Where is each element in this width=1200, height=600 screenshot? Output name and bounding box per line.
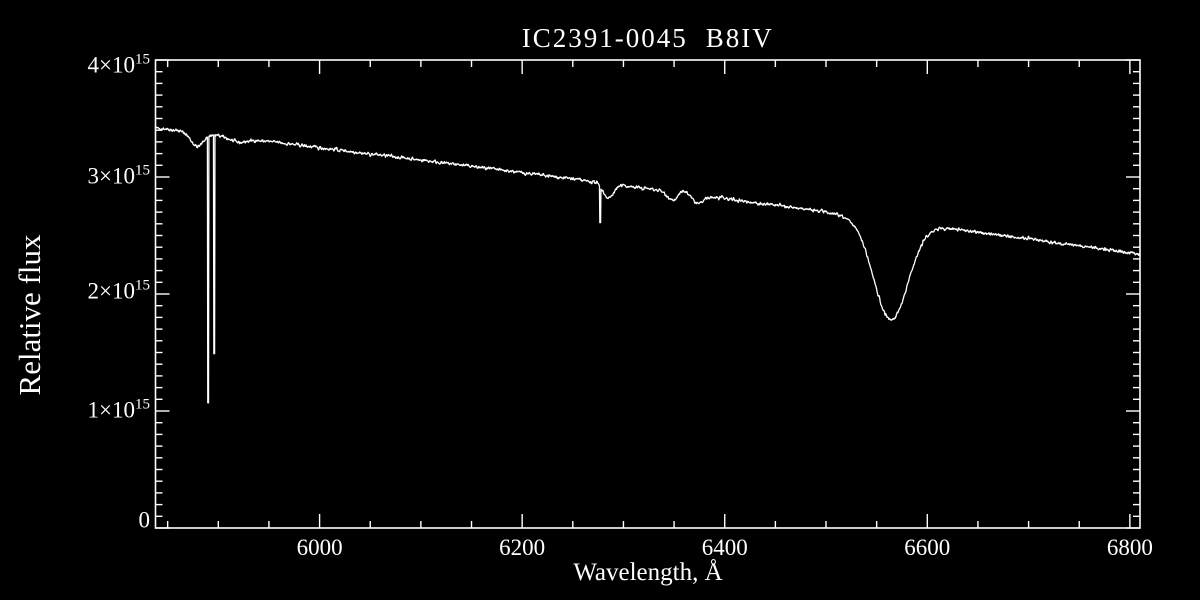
svg-text:6400: 6400 — [702, 535, 748, 560]
svg-text:6000: 6000 — [297, 535, 343, 560]
svg-text:0: 0 — [139, 508, 151, 533]
svg-text:6200: 6200 — [499, 535, 545, 560]
svg-text:Wavelength, Å: Wavelength, Å — [573, 559, 722, 586]
svg-text:Relative flux: Relative flux — [12, 234, 47, 395]
svg-text:6800: 6800 — [1107, 535, 1153, 560]
svg-text:6600: 6600 — [904, 535, 950, 560]
